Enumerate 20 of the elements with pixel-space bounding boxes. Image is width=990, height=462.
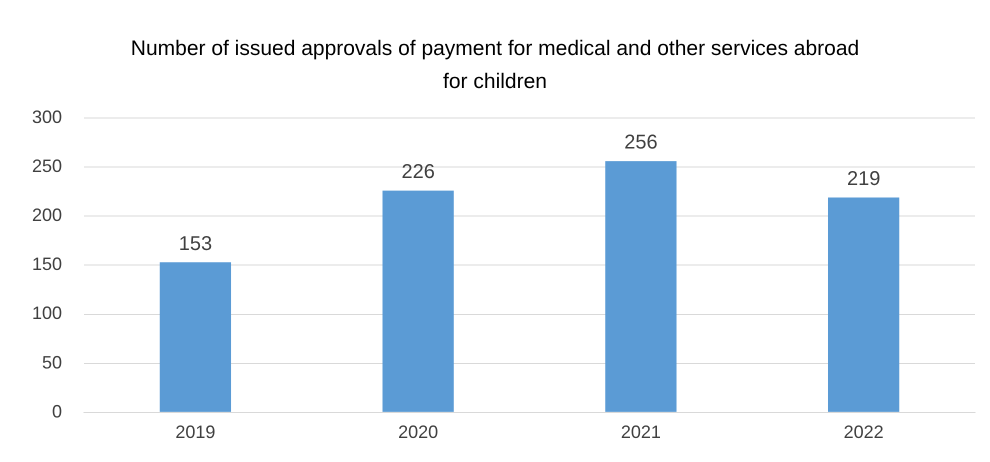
- bar: [605, 161, 677, 412]
- chart-title: Number of issued approvals of payment for medical and other services abroad for children: [130, 36, 860, 95]
- data-label: 226: [401, 161, 435, 184]
- bar: [828, 197, 900, 412]
- y-tick-label: 200: [32, 205, 62, 226]
- bar: [160, 262, 232, 412]
- y-tick-label: 150: [32, 254, 62, 274]
- data-label: 153: [178, 232, 212, 255]
- y-tick-label: 300: [32, 106, 62, 127]
- x-tick-label: 2022: [844, 422, 884, 442]
- x-tick-label: 2020: [398, 422, 438, 442]
- y-tick-label: 250: [32, 156, 62, 176]
- x-tick-label: 2021: [620, 422, 661, 442]
- y-tick-label: 50: [42, 352, 62, 372]
- x-tick-label: 2019: [175, 422, 216, 442]
- data-label: 256: [624, 132, 658, 154]
- bar: [382, 190, 454, 412]
- y-tick-label: 100: [32, 303, 62, 324]
- data-label: 219: [846, 168, 880, 190]
- y-tick-label: 0: [52, 401, 62, 422]
